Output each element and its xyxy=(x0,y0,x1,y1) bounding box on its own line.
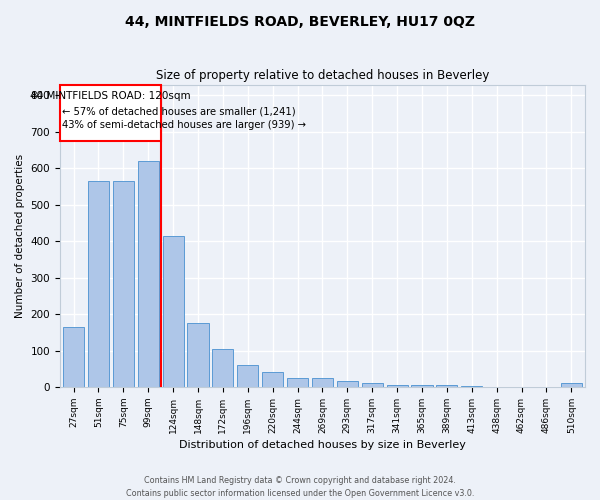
Bar xyxy=(88,181,109,387)
X-axis label: Distribution of detached houses by size in Beverley: Distribution of detached houses by size … xyxy=(179,440,466,450)
Bar xyxy=(337,382,358,387)
Text: 43% of semi-detached houses are larger (939) →: 43% of semi-detached houses are larger (… xyxy=(62,120,307,130)
Bar xyxy=(412,385,433,387)
Bar xyxy=(63,327,84,387)
Text: Contains HM Land Registry data © Crown copyright and database right 2024.
Contai: Contains HM Land Registry data © Crown c… xyxy=(126,476,474,498)
Bar xyxy=(163,236,184,387)
Bar xyxy=(561,384,582,387)
Bar xyxy=(212,348,233,387)
Bar xyxy=(113,181,134,387)
Bar xyxy=(436,385,457,387)
Text: 44 MINTFIELDS ROAD: 120sqm: 44 MINTFIELDS ROAD: 120sqm xyxy=(30,91,191,101)
Bar xyxy=(362,384,383,387)
Y-axis label: Number of detached properties: Number of detached properties xyxy=(15,154,25,318)
Bar xyxy=(262,372,283,387)
Bar xyxy=(312,378,333,387)
Bar xyxy=(187,323,209,387)
Bar xyxy=(137,161,159,387)
Bar xyxy=(386,385,407,387)
Bar xyxy=(237,365,259,387)
Text: 44, MINTFIELDS ROAD, BEVERLEY, HU17 0QZ: 44, MINTFIELDS ROAD, BEVERLEY, HU17 0QZ xyxy=(125,15,475,29)
Title: Size of property relative to detached houses in Beverley: Size of property relative to detached ho… xyxy=(156,69,489,82)
Bar xyxy=(461,386,482,387)
Text: ← 57% of detached houses are smaller (1,241): ← 57% of detached houses are smaller (1,… xyxy=(62,106,296,117)
FancyBboxPatch shape xyxy=(60,84,161,141)
Bar xyxy=(287,378,308,387)
